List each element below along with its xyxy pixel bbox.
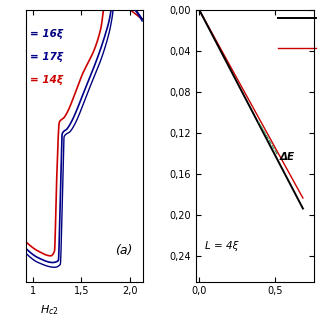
- Text: = 17ξ: = 17ξ: [30, 52, 63, 62]
- Text: = 16ξ: = 16ξ: [30, 28, 63, 39]
- Text: L = 4ξ: L = 4ξ: [205, 241, 239, 251]
- Text: ΔE: ΔE: [280, 153, 295, 163]
- Text: = 14ξ: = 14ξ: [30, 75, 63, 85]
- Text: (a): (a): [115, 244, 132, 257]
- Text: $H_{c2}$: $H_{c2}$: [40, 304, 59, 317]
